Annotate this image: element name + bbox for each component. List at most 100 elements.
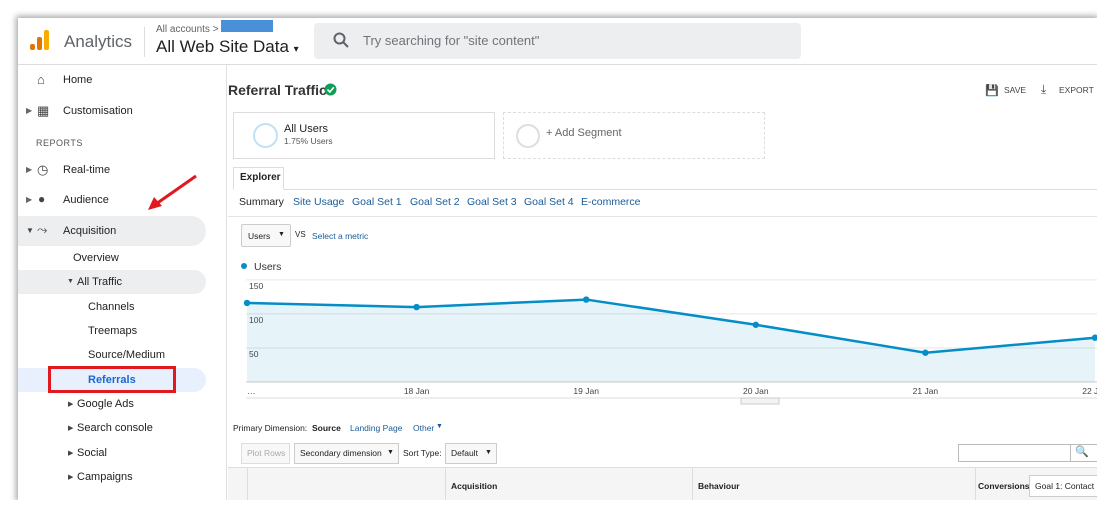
nav-item[interactable]: Channels: [88, 301, 135, 313]
plot-rows-button[interactable]: [241, 443, 290, 464]
caret: ▼: [67, 278, 74, 285]
table-header: [228, 467, 1097, 500]
caret: ▶: [26, 106, 33, 115]
nav-item[interactable]: Campaigns: [77, 471, 133, 483]
caret: ▶: [68, 474, 74, 481]
sidebar-border: [226, 65, 227, 500]
logo: [30, 30, 49, 50]
column-header: Behaviour: [698, 481, 740, 491]
plot-rows-label: Plot Rows: [247, 448, 286, 458]
x-tick-label: …: [247, 386, 256, 396]
secondary-label: Secondary dimension: [300, 448, 382, 458]
y-tick-label: 150: [249, 281, 263, 291]
nav-item[interactable]: Google Ads: [77, 398, 134, 410]
export-icon: ⤓: [1041, 82, 1047, 96]
sort-select[interactable]: [445, 443, 497, 464]
sort-value: Default: [451, 448, 478, 458]
y-tick-label: 50: [249, 349, 259, 359]
breadcrumb[interactable]: All accounts >: [156, 24, 219, 35]
nav-item-selected[interactable]: Referrals: [88, 374, 136, 386]
tab-border: [284, 189, 1097, 190]
header-border: [18, 64, 1097, 65]
subtab-active[interactable]: Summary: [239, 196, 284, 208]
point: [1091, 334, 1097, 341]
chart: Users 50 100 150 … 18 Jan 19 Jan 20 Jan 21 Jan 22…: [241, 261, 1097, 405]
edge: [0, 500, 1118, 519]
export-button[interactable]: EXPORT: [1059, 85, 1094, 95]
nav-item[interactable]: Overview: [73, 252, 119, 264]
x-tick-label: 18 Jan: [404, 386, 430, 396]
caret: ▶: [68, 425, 74, 432]
point: [243, 299, 251, 307]
dimension-active[interactable]: Source: [312, 423, 341, 433]
save-icon: 💾: [985, 85, 999, 97]
nav-item[interactable]: Search console: [77, 422, 153, 434]
legend-label: Users: [254, 261, 281, 273]
col-border: [445, 467, 446, 500]
line: [246, 298, 1096, 354]
primary-label: Primary Dimension:: [233, 423, 308, 433]
nav-item[interactable]: Acquisition: [63, 225, 117, 237]
segment-detail: 1.75% Users: [284, 136, 333, 146]
caret: ▶: [68, 401, 74, 408]
property-selector[interactable]: All Web Site Data ▾: [156, 37, 299, 56]
subtab[interactable]: Goal Set 1: [352, 196, 402, 208]
red-arrow: [148, 174, 197, 210]
divider: [144, 27, 145, 57]
area: [247, 299, 1095, 382]
nav-item[interactable]: Customisation: [63, 105, 133, 117]
metric-select[interactable]: [241, 224, 291, 247]
nav-item[interactable]: Home: [63, 74, 93, 86]
search-box[interactable]: [314, 23, 801, 59]
caret: ▼: [485, 449, 492, 456]
dimension[interactable]: Other: [413, 423, 435, 433]
segment-name: All Users: [284, 123, 329, 135]
tab-label: Explorer: [240, 172, 281, 183]
goal-label: Goal 1: Contact I: [1035, 481, 1097, 491]
divider: [228, 216, 1097, 217]
nav-item[interactable]: Source/Medium: [88, 349, 166, 361]
subtab[interactable]: Goal Set 3: [467, 196, 517, 208]
segment-card[interactable]: [233, 112, 495, 159]
save-button[interactable]: SAVE: [1004, 85, 1027, 95]
subtab[interactable]: E-commerce: [581, 196, 641, 208]
redacted: [221, 20, 273, 32]
report-title: Referral Traffic: [228, 82, 327, 98]
search-icon: [333, 32, 349, 48]
subtab[interactable]: Site Usage: [293, 196, 345, 208]
legend-dot: [241, 263, 247, 269]
caret: ▶: [26, 165, 33, 174]
nav-item[interactable]: Real-time: [63, 164, 111, 176]
verified-icon: [324, 83, 337, 96]
search-placeholder: Try searching for "site content": [363, 33, 540, 48]
subtab[interactable]: Goal Set 2: [410, 196, 460, 208]
metric-label: Users: [248, 231, 271, 241]
point: [752, 321, 759, 328]
scroll-handle: [740, 397, 780, 405]
analytics-window: [18, 18, 1097, 500]
active-bg: [18, 270, 206, 294]
secondary-select[interactable]: [294, 443, 399, 464]
divider: [1070, 444, 1071, 462]
caret: ▼: [26, 226, 34, 235]
segment-circle: [516, 124, 540, 148]
icon: ◷: [37, 162, 49, 177]
icon: ●: [38, 192, 46, 206]
x-tick-label: 21 Jan: [913, 386, 939, 396]
subtab[interactable]: Goal Set 4: [524, 196, 574, 208]
caret: ▶: [68, 450, 74, 457]
section-label: REPORTS: [36, 138, 83, 148]
nav-item[interactable]: Treemaps: [88, 325, 138, 337]
nav-item[interactable]: All Traffic: [77, 276, 123, 288]
nav-item[interactable]: Audience: [63, 194, 109, 206]
active-bg: [18, 216, 206, 246]
add-segment-card[interactable]: [503, 112, 765, 159]
x-tick-label: 20 Jan: [743, 386, 769, 396]
x-tick-label: 22 Jan: [1082, 386, 1097, 396]
dimension[interactable]: Landing Page: [350, 423, 403, 433]
point: [583, 296, 590, 303]
nav-item[interactable]: Social: [77, 447, 107, 459]
tab[interactable]: [233, 167, 284, 190]
col-border: [247, 467, 248, 500]
select-metric[interactable]: Select a metric: [312, 231, 369, 241]
